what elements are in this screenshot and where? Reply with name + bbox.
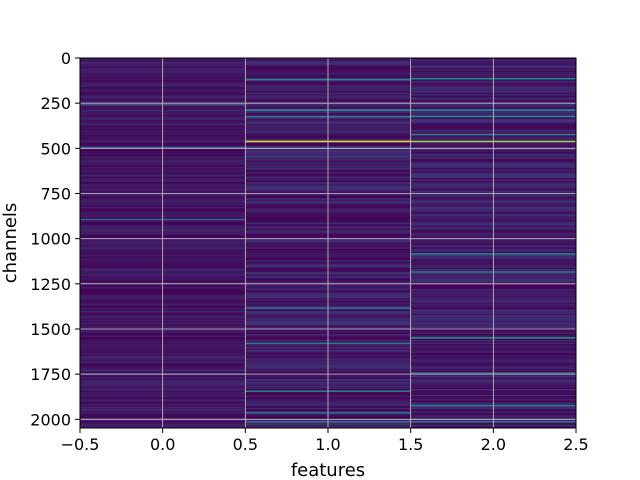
- y-axis-label: channels: [0, 203, 21, 284]
- x-tick-label: 1.5: [398, 435, 423, 454]
- y-tick-label: 1750: [30, 365, 71, 384]
- x-axis-label: features: [291, 460, 365, 480]
- x-tick-label: 0.5: [233, 435, 258, 454]
- x-tick-label: 2.5: [563, 435, 588, 454]
- x-axis-ticks: −0.5 0.0 0.5 1.0 1.5 2.0 2.5: [61, 428, 589, 454]
- y-tick-label: 1250: [30, 275, 71, 294]
- x-tick-label: 1.0: [315, 435, 340, 454]
- x-tick-label: −0.5: [61, 435, 100, 454]
- y-tick-label: 2000: [30, 410, 71, 429]
- y-tick-label: 750: [40, 184, 71, 203]
- x-tick-label: 2.0: [481, 435, 506, 454]
- y-tick-label: 1000: [30, 230, 71, 249]
- y-tick-label: 0: [61, 49, 71, 68]
- y-tick-label: 1500: [30, 320, 71, 339]
- y-tick-label: 500: [40, 139, 71, 158]
- x-tick-label: 0.0: [150, 435, 175, 454]
- y-tick-label: 250: [40, 94, 71, 113]
- y-axis-ticks: 0 250 500 750 1000 1250 1500 1750 2000: [30, 49, 80, 429]
